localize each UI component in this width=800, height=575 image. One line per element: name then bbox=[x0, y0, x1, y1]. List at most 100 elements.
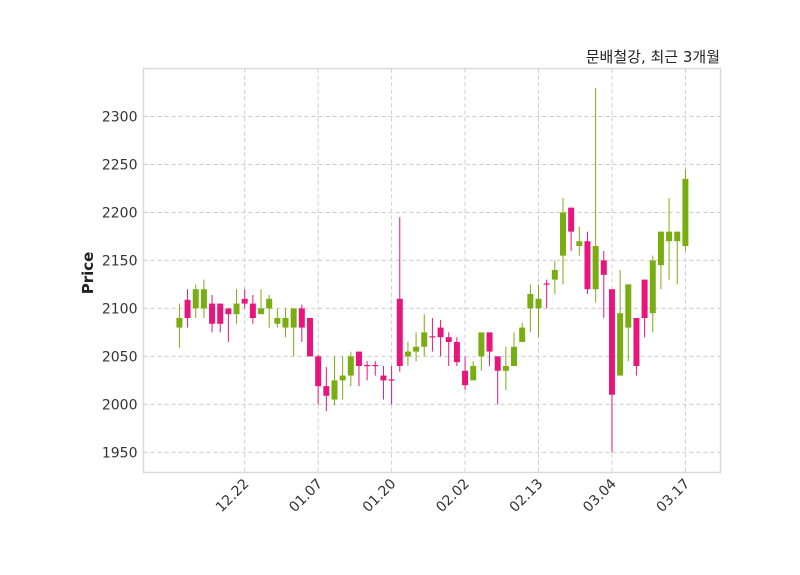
candle-body bbox=[608, 289, 615, 395]
x-tick-label: 01.20 bbox=[360, 476, 400, 516]
candle-body bbox=[453, 341, 460, 363]
plot-frame bbox=[142, 67, 722, 474]
candle-body bbox=[666, 231, 673, 242]
candle-down bbox=[600, 250, 607, 319]
candle-body bbox=[364, 365, 371, 367]
candle-body bbox=[274, 318, 281, 324]
candle-body bbox=[225, 308, 232, 315]
candle-body bbox=[519, 327, 526, 342]
candle-up bbox=[290, 308, 297, 357]
candle-up bbox=[649, 255, 656, 333]
candle-down bbox=[249, 294, 256, 324]
candle-body bbox=[355, 351, 362, 366]
candle-body bbox=[421, 332, 428, 347]
candle-up bbox=[176, 303, 183, 348]
chart-title: 문배철강, 최근 3개월 bbox=[586, 48, 720, 66]
candle-up bbox=[192, 284, 199, 319]
candle-body bbox=[657, 231, 664, 266]
candle-body bbox=[347, 356, 354, 376]
candle-up bbox=[413, 332, 420, 362]
candle-up bbox=[682, 169, 689, 251]
candle-body bbox=[633, 318, 640, 366]
candle-body bbox=[649, 260, 656, 314]
x-axis-ticks: 12.22 01.07 01.20 02.02 02.13 03.04 03.17 bbox=[213, 476, 693, 516]
candle-body bbox=[176, 318, 183, 328]
candle-body bbox=[535, 298, 542, 309]
candle-up bbox=[478, 332, 485, 371]
candle-down bbox=[437, 319, 444, 357]
candle-body bbox=[559, 212, 566, 256]
candle-body bbox=[625, 284, 632, 328]
x-tick-label: 02.13 bbox=[507, 476, 547, 516]
candle-up bbox=[470, 361, 477, 381]
candle-body bbox=[290, 308, 297, 328]
candle-body bbox=[266, 298, 273, 309]
candle-body bbox=[380, 375, 387, 381]
candle-down bbox=[241, 289, 248, 309]
candle-body bbox=[209, 303, 216, 324]
candle-up bbox=[282, 308, 289, 338]
candle-down bbox=[584, 231, 591, 295]
candle-up bbox=[404, 341, 411, 366]
candle-down bbox=[209, 294, 216, 333]
candle-up bbox=[519, 322, 526, 342]
candle-body bbox=[674, 231, 681, 242]
candle-up bbox=[200, 279, 207, 319]
candle-up bbox=[674, 231, 681, 285]
candle-down bbox=[323, 366, 330, 412]
candle-body bbox=[543, 283, 550, 285]
candle-up bbox=[266, 294, 273, 328]
candle-up bbox=[502, 346, 509, 390]
y-axis-ticks: 1950 2000 2050 2100 2150 2200 2250 2300 bbox=[102, 109, 138, 461]
candle-body bbox=[600, 260, 607, 275]
candle-body bbox=[576, 241, 583, 247]
candle-down bbox=[608, 289, 615, 453]
candle-body bbox=[413, 346, 420, 352]
candle-body bbox=[388, 379, 395, 381]
candle-up bbox=[274, 308, 281, 328]
candle-down bbox=[462, 356, 469, 390]
candle-body bbox=[241, 298, 248, 304]
candle-body bbox=[617, 313, 624, 376]
candle-down bbox=[184, 289, 191, 328]
candle-down bbox=[641, 279, 648, 338]
candle-body bbox=[462, 370, 469, 386]
x-tick-label: 03.17 bbox=[654, 476, 694, 516]
candle-up bbox=[559, 198, 566, 285]
candle-down bbox=[380, 365, 387, 400]
y-tick-label: 2150 bbox=[102, 253, 138, 269]
candle-down bbox=[543, 279, 550, 309]
candle-body bbox=[486, 332, 493, 352]
candle-body bbox=[511, 346, 518, 366]
x-tick-label: 12.22 bbox=[213, 476, 253, 516]
candle-up bbox=[625, 284, 632, 362]
candle-down bbox=[453, 337, 460, 366]
candle-down bbox=[217, 303, 224, 333]
y-tick-label: 2300 bbox=[102, 109, 138, 125]
candle-body bbox=[339, 375, 346, 381]
candle-body bbox=[315, 356, 322, 387]
candle-body bbox=[437, 327, 444, 338]
candle-up bbox=[617, 270, 624, 376]
candle-body bbox=[323, 386, 330, 396]
candle-up bbox=[258, 289, 265, 315]
candle-body bbox=[282, 318, 289, 328]
candle-body bbox=[249, 303, 256, 319]
candle-up bbox=[527, 284, 534, 333]
candle-body bbox=[217, 303, 224, 324]
candle-up bbox=[347, 351, 354, 387]
candle-body bbox=[568, 207, 575, 232]
candle-body bbox=[445, 337, 452, 342]
y-tick-label: 2000 bbox=[102, 397, 138, 413]
x-tick-label: 02.02 bbox=[433, 476, 473, 516]
candle-body bbox=[478, 332, 485, 357]
y-tick-label: 2050 bbox=[102, 349, 138, 365]
candle-body bbox=[306, 318, 313, 357]
candle-down bbox=[486, 332, 493, 366]
candle-body bbox=[372, 365, 379, 367]
candle-body bbox=[584, 241, 591, 290]
y-tick-label: 1950 bbox=[102, 445, 138, 461]
x-tick-label: 01.07 bbox=[286, 476, 326, 516]
candle-body bbox=[641, 279, 648, 319]
candle-up bbox=[576, 226, 583, 256]
